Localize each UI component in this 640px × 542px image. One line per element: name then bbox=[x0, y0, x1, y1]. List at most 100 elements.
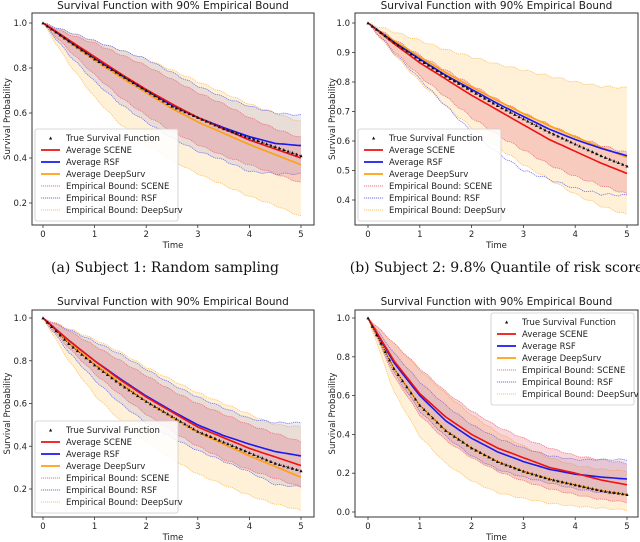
true-survival-marker bbox=[517, 115, 521, 119]
true-survival-marker bbox=[187, 424, 191, 428]
true-survival-marker bbox=[465, 86, 469, 90]
true-survival-marker bbox=[295, 467, 299, 471]
y-tick-label: 0.2 bbox=[13, 199, 27, 209]
x-tick-label: 5 bbox=[298, 230, 303, 240]
true-survival-marker bbox=[191, 114, 196, 118]
true-survival-marker bbox=[282, 148, 286, 152]
true-survival-marker bbox=[457, 437, 461, 441]
true-survival-marker bbox=[478, 94, 482, 98]
legend-label-average-scene: Average SCENE bbox=[66, 146, 132, 156]
legend-label-empirical-bound-scene: Empirical Bound: SCENE bbox=[522, 366, 625, 376]
true-survival-marker bbox=[110, 376, 114, 380]
true-survival-marker bbox=[183, 422, 187, 426]
true-survival-marker bbox=[560, 136, 564, 140]
bound-lower-scene bbox=[42, 317, 302, 488]
true-survival-marker bbox=[612, 159, 616, 163]
chart-title: Survival Function with 90% Empirical Bou… bbox=[381, 0, 613, 12]
x-tick-label: 1 bbox=[92, 522, 97, 532]
legend-label-true-survival-function: True Survival Function bbox=[65, 134, 160, 144]
legend-label-average-scene: Average SCENE bbox=[522, 330, 588, 340]
true-survival-marker bbox=[608, 157, 612, 161]
true-survival-marker bbox=[101, 369, 105, 373]
true-survival-marker bbox=[295, 152, 299, 156]
x-tick-label: 3 bbox=[521, 522, 526, 532]
y-tick-label: 0.8 bbox=[336, 78, 350, 88]
x-tick-label: 1 bbox=[417, 230, 422, 240]
true-survival-marker bbox=[131, 391, 135, 395]
true-survival-marker bbox=[530, 472, 534, 476]
true-survival-marker bbox=[277, 146, 282, 150]
bound-lower-deepsurv bbox=[367, 22, 628, 215]
true-survival-marker bbox=[370, 324, 374, 328]
true-survival-marker bbox=[217, 438, 221, 442]
true-survival-marker bbox=[405, 49, 409, 53]
x-tick-label: 5 bbox=[624, 522, 629, 532]
y-tick-label: 1.0 bbox=[336, 19, 350, 29]
true-survival-marker bbox=[444, 74, 448, 78]
legend-label-empirical-bound-deepsurv: Empirical Bound: DeepSurv bbox=[66, 498, 183, 508]
true-survival-markers bbox=[41, 21, 303, 158]
line-scene bbox=[42, 317, 302, 467]
true-survival-marker bbox=[127, 388, 131, 392]
true-survival-marker bbox=[209, 121, 213, 125]
true-survival-marker bbox=[118, 73, 122, 77]
true-survival-marker bbox=[474, 448, 478, 452]
legend-label-true-survival-function: True Survival Function bbox=[388, 134, 483, 144]
line-deepsurv bbox=[367, 22, 628, 158]
true-survival-marker bbox=[366, 316, 370, 320]
true-survival-marker bbox=[84, 51, 88, 55]
band-scene bbox=[43, 23, 301, 182]
bound-lower-scene bbox=[367, 317, 628, 504]
true-survival-marker bbox=[166, 412, 170, 416]
true-survival-marker bbox=[243, 449, 247, 453]
legend-label-empirical-bound-deepsurv: Empirical Bound: DeepSurv bbox=[66, 206, 183, 216]
true-survival-marker bbox=[204, 119, 208, 123]
legend-label-average-rsf: Average RSF bbox=[66, 158, 120, 168]
y-axis-label: Survival Probability bbox=[328, 373, 338, 455]
true-survival-marker bbox=[504, 463, 508, 467]
y-axis-label: Survival Probability bbox=[3, 373, 13, 455]
true-survival-marker bbox=[495, 459, 500, 463]
y-tick-label: 1.0 bbox=[13, 19, 27, 29]
true-survival-marker bbox=[183, 110, 187, 114]
true-survival-marker bbox=[491, 101, 495, 105]
true-survival-marker bbox=[88, 54, 92, 58]
line-scene bbox=[42, 22, 302, 159]
true-survival-marker bbox=[517, 468, 521, 472]
true-survival-marker bbox=[97, 60, 101, 64]
true-survival-marker bbox=[552, 132, 556, 136]
true-survival-marker bbox=[461, 440, 465, 444]
true-survival-marker bbox=[256, 454, 260, 458]
true-survival-marker bbox=[603, 489, 608, 493]
true-survival-marker bbox=[452, 434, 456, 438]
true-survival-marker bbox=[243, 134, 247, 138]
true-survival-marker bbox=[161, 99, 165, 103]
true-survival-marker bbox=[299, 469, 303, 473]
chart-title: Survival Function with 90% Empirical Bou… bbox=[381, 296, 613, 308]
true-survival-marker bbox=[375, 27, 379, 31]
legend-box bbox=[490, 312, 635, 406]
true-survival-marker bbox=[114, 70, 118, 74]
true-survival-marker bbox=[286, 465, 290, 469]
y-tick-label: 0.7 bbox=[336, 108, 350, 118]
true-survival-marker bbox=[54, 30, 58, 34]
bound-upper-deepsurv bbox=[367, 317, 628, 473]
true-survival-marker bbox=[157, 407, 161, 411]
legend-label-average-rsf: Average RSF bbox=[66, 450, 120, 460]
legend-marker-true-survival-function bbox=[505, 320, 509, 324]
true-survival-marker bbox=[84, 356, 88, 360]
true-survival-marker bbox=[123, 385, 127, 389]
bound-upper-scene bbox=[42, 22, 302, 138]
true-survival-marker bbox=[105, 65, 110, 69]
true-survival-marker bbox=[67, 39, 71, 43]
true-survival-marker bbox=[166, 102, 170, 106]
y-tick-label: 1.0 bbox=[13, 314, 27, 324]
true-survival-marker bbox=[277, 462, 282, 466]
legend-label-empirical-bound-deepsurv: Empirical Bound: DeepSurv bbox=[389, 206, 506, 216]
true-survival-marker bbox=[247, 451, 251, 455]
legend-label-average-rsf: Average RSF bbox=[389, 158, 443, 168]
band-scene bbox=[368, 318, 627, 504]
true-survival-marker bbox=[392, 40, 396, 44]
true-survival-marker bbox=[603, 155, 608, 159]
true-survival-marker bbox=[123, 75, 127, 79]
